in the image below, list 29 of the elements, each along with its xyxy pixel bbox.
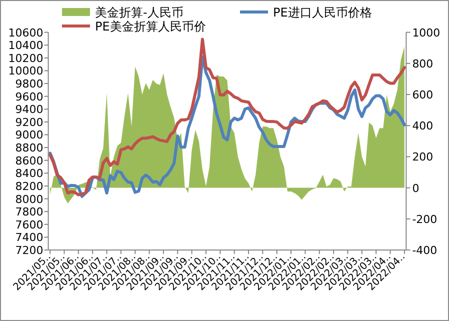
legend-label: PE进口人民币价格 [273,6,372,20]
y2-tick-label: 0 [412,182,420,195]
y-tick-label: 9800 [15,78,44,91]
y-tick-label: 9200 [15,116,44,129]
y-tick-label: 10600 [8,26,44,40]
y2-tick-label: 800 [412,57,434,70]
y2-tick-label: 1000 [412,26,440,40]
y-tick-label: 8000 [15,192,44,206]
y2-tick-label: -200 [412,212,438,226]
y2-tick-label: 200 [412,150,434,164]
y-tick-label: 10400 [8,39,44,52]
y-tick-label: 9600 [15,90,44,104]
y2-tick-label: 600 [412,88,434,102]
y-tick-label: 7800 [15,206,44,219]
y-tick-label: 8800 [15,142,44,155]
y-tick-label: 8400 [15,167,44,180]
y-tick-label: 10000 [8,64,44,78]
y-tick-label: 9400 [15,103,44,116]
y2-tick-label: 400 [412,120,434,133]
y-tick-label: 7400 [15,231,44,244]
y-tick-label: 9000 [15,128,44,142]
y-tick-label: 10200 [8,52,44,65]
y2-tick-label: -400 [412,244,438,257]
y-tick-label: 8200 [15,180,44,193]
y-tick-label: 7200 [15,244,44,257]
y-tick-label: 8600 [15,154,44,168]
y-tick-label: 7600 [15,218,44,232]
legend-label: 美金折算-人民币 [95,6,184,20]
legend-label: PE美金折算人民币价 [95,20,206,34]
